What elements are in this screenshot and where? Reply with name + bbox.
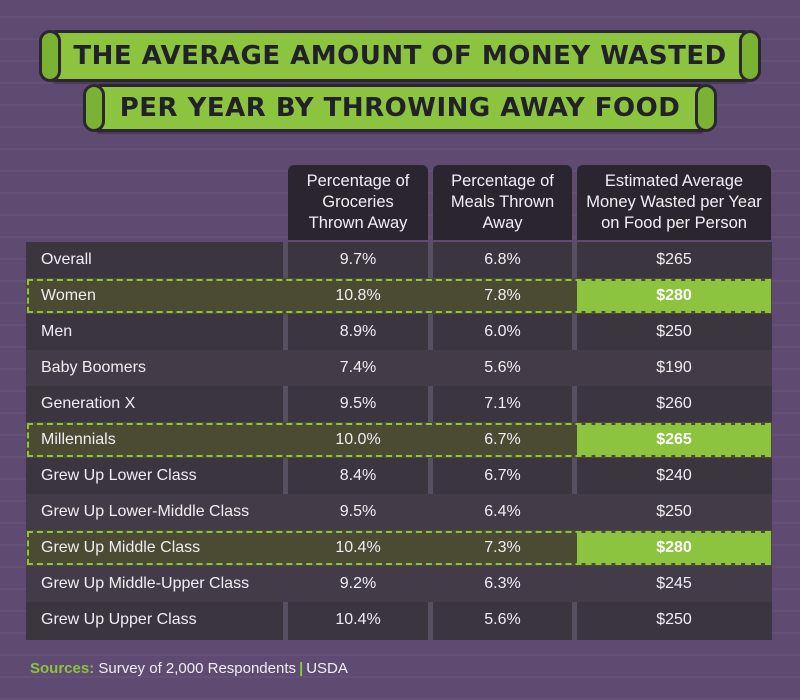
table-row: Millennials 10.0% 6.7% $265 [26,422,772,458]
money-value: $250 [656,503,692,520]
money-value: $260 [656,395,692,412]
banner-roll-right [739,30,761,82]
table-row: Grew Up Lower-Middle Class 9.5% 6.4% $250 [26,494,772,530]
groceries-value: 9.2% [339,575,377,592]
table-row: Grew Up Lower Class 8.4% 6.7% $240 [26,458,772,494]
table-row: Grew Up Upper Class 10.4% 5.6% $250 [26,602,772,638]
groceries-value: 10.4% [335,539,381,556]
row-label: Millennials [41,431,116,448]
row-label: Grew Up Lower-Middle Class [41,503,250,520]
column-header-money: Estimated Average Money Wasted per Year … [577,165,771,240]
row-label: Men [41,323,73,340]
meals-value: 6.4% [484,503,521,520]
money-value: $245 [656,575,692,592]
money-value: $280 [577,533,771,563]
groceries-value: 9.5% [339,395,377,412]
title-line-1: THE AVERAGE AMOUNT OF MONEY WASTED [73,41,727,71]
meals-value: 7.1% [484,395,521,412]
groceries-value: 10.8% [335,287,381,304]
row-label: Women [41,287,96,304]
table-row: Generation X 9.5% 7.1% $260 [26,386,772,422]
sources-label: Sources: [30,660,95,677]
banner-roll-left [83,84,105,132]
meals-value: 6.3% [484,575,521,592]
meals-value: 6.8% [484,251,521,268]
title-banner-line-2: PER YEAR BY THROWING AWAY FOOD [83,84,717,132]
meals-value: 7.3% [484,539,521,556]
row-label: Baby Boomers [41,359,146,376]
sources-footer: Sources: Survey of 2,000 Respondents | USD… [30,660,348,677]
meals-value: 6.7% [484,467,521,484]
title-line-2: PER YEAR BY THROWING AWAY FOOD [119,93,681,123]
row-label: Overall [41,251,92,268]
meals-value: 6.7% [484,431,521,448]
meals-value: 6.0% [484,323,521,340]
banner-roll-right [695,84,717,132]
money-value: $240 [656,467,692,484]
title-banner-line-1: THE AVERAGE AMOUNT OF MONEY WASTED [39,30,761,82]
table-row: Women 10.8% 7.8% $280 [26,278,772,314]
meals-value: 7.8% [484,287,521,304]
table-row: Grew Up Middle-Upper Class 9.2% 6.3% $245 [26,566,772,602]
column-header-meals-label: Percentage of Meals Thrown Away [450,172,555,232]
source-separator: | [299,660,304,677]
source-usda: USDA [306,660,348,677]
table-row: Overall 9.7% 6.8% $265 [26,242,772,278]
table-row: Baby Boomers 7.4% 5.6% $190 [26,350,772,386]
groceries-value: 8.4% [339,467,377,484]
source-survey: Survey of 2,000 Respondents [98,660,297,677]
money-value: $265 [656,251,692,268]
groceries-value: 7.4% [339,359,377,376]
banner-roll-left [39,30,61,82]
row-label: Grew Up Middle-Upper Class [41,575,250,592]
groceries-value: 8.9% [339,323,377,340]
column-header-money-label: Estimated Average Money Wasted per Year … [586,172,762,232]
money-value: $250 [656,611,692,628]
column-header-groceries: Percentage of Groceries Thrown Away [288,165,428,240]
column-header-meals: Percentage of Meals Thrown Away [433,165,572,240]
money-value: $250 [656,323,692,340]
row-label: Grew Up Lower Class [41,467,197,484]
table-row: Men 8.9% 6.0% $250 [26,314,772,350]
money-value: $280 [577,281,771,311]
money-value: $265 [577,425,771,455]
meals-value: 5.6% [484,611,521,628]
table-row: Grew Up Middle Class 10.4% 7.3% $280 [26,530,772,566]
groceries-value: 10.4% [335,611,381,628]
groceries-value: 10.0% [335,431,381,448]
row-label: Generation X [41,395,136,412]
row-label: Grew Up Upper Class [41,611,197,628]
groceries-value: 9.5% [339,503,377,520]
row-label: Grew Up Middle Class [41,539,201,556]
meals-value: 5.6% [484,359,521,376]
money-value: $190 [656,359,692,376]
data-table: Overall 9.7% 6.8% $265 Women 10.8% 7.8% $280 Men… [26,242,772,640]
column-header-groceries-label: Percentage of Groceries Thrown Away [306,172,410,232]
groceries-value: 9.7% [339,251,377,268]
